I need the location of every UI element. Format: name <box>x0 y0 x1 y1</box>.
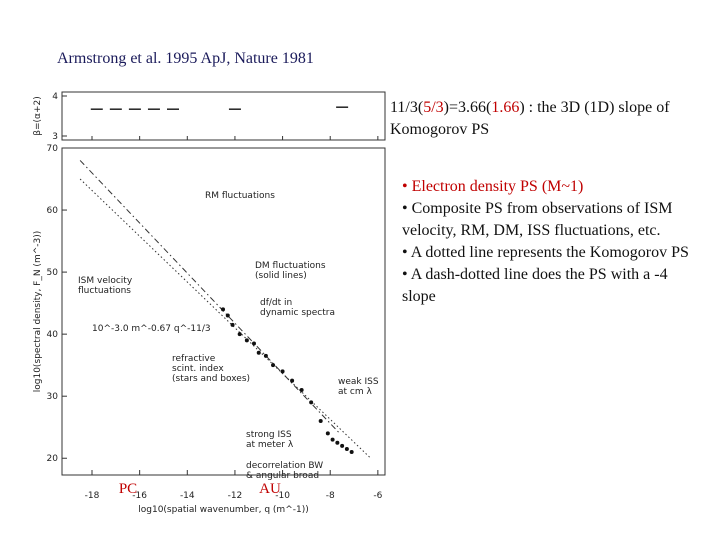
data-point <box>349 450 354 455</box>
annotation: & angular broad <box>246 471 319 481</box>
y-tick-label: 60 <box>47 206 59 216</box>
data-point <box>244 338 249 343</box>
annotation: df/dt in <box>260 298 292 308</box>
y-axis-label: log10(spectral density, F_N (m^-3)) <box>33 231 43 392</box>
data-point <box>230 322 235 327</box>
slope-note: 11/3(5/3)=3.66(1.66) : the 3D (1D) slope… <box>390 97 720 141</box>
annotation: at meter λ <box>246 440 294 450</box>
annotation: weak ISS <box>338 377 379 387</box>
top-y-axis-label: β=(α+2) <box>33 96 43 136</box>
data-point <box>340 443 345 448</box>
y-tick-label: 50 <box>47 268 59 278</box>
annotation: decorrelation BW <box>246 461 323 471</box>
y-tick-label: 40 <box>47 330 59 340</box>
annotation: 10^-3.0 m^-0.67 q^-11/3 <box>92 324 211 334</box>
figure: 20 30 40 50 60 70 3 4 -18 -16 -14 -12 -10 -8 -6 log10(s… <box>33 91 386 515</box>
kolmogorov-line <box>79 178 372 459</box>
data-point <box>299 387 304 392</box>
bullet: • Composite PS from observations of ISM … <box>402 200 673 239</box>
annotation: dynamic spectra <box>260 308 335 318</box>
data-point <box>225 313 230 318</box>
data-point <box>344 446 349 451</box>
x-tick-label: -16 <box>132 491 147 501</box>
annotation: (solid lines) <box>255 271 307 281</box>
bullet: • Electron density PS (M~1) <box>402 178 584 195</box>
plot-frame <box>61 147 386 476</box>
y-tick-label: 30 <box>47 392 59 402</box>
note-part: )=3.66( <box>443 99 492 116</box>
data-point <box>263 353 268 358</box>
data-point <box>237 332 242 337</box>
top-y-tick-label: 4 <box>52 92 58 102</box>
data-point <box>290 378 295 383</box>
note-part: 5/3 <box>423 99 444 116</box>
x-tick-label: -12 <box>228 491 243 501</box>
scale-label: PC <box>119 481 137 497</box>
data-point <box>256 350 261 355</box>
note-part: 1.66 <box>491 99 520 116</box>
data-point <box>251 341 256 346</box>
citation: Armstrong et al. 1995 ApJ, Nature 1981 <box>57 50 314 67</box>
bullets: • Electron density PS (M~1) • Composite … <box>402 176 702 308</box>
annotation: fluctuations <box>78 286 131 296</box>
data-point <box>330 437 335 442</box>
x-tick-label: -8 <box>326 491 335 501</box>
data-point <box>318 419 323 424</box>
x-axis-label: log10(spatial wavenumber, q (m^-1)) <box>138 505 308 515</box>
note-part: 11/3( <box>390 99 424 116</box>
data-point <box>221 307 226 312</box>
slope4-line <box>79 160 341 434</box>
x-tick-label: -10 <box>275 491 290 501</box>
bullet: • A dotted line represents the Komogorov… <box>402 244 689 261</box>
data-point <box>280 369 285 374</box>
data-point <box>335 440 340 445</box>
annotation: ISM velocity <box>78 276 133 286</box>
y-tick-label: 70 <box>47 144 59 154</box>
x-tick-label: -18 <box>85 491 100 501</box>
scale-label: AU <box>259 481 281 497</box>
bullet: • A dash-dotted line does the PS with a … <box>402 266 668 305</box>
annotation: scint. index <box>172 364 224 374</box>
annotation: RM fluctuations <box>205 191 275 201</box>
annotation: (stars and boxes) <box>172 374 250 384</box>
data-point <box>309 400 314 405</box>
data-point <box>271 363 276 368</box>
annotation: refractive <box>172 354 216 364</box>
note-part: ) : the 3D (1D) slope of Komogorov PS <box>390 99 670 138</box>
x-tick-label: -14 <box>180 491 195 501</box>
annotation: DM fluctuations <box>255 261 326 271</box>
top-frame <box>61 91 386 141</box>
y-tick-label: 20 <box>47 454 59 464</box>
top-y-tick-label: 3 <box>52 132 58 142</box>
data-point <box>325 431 330 436</box>
annotation: strong ISS <box>246 430 292 440</box>
annotation: at cm λ <box>338 387 372 397</box>
x-tick-label: -6 <box>373 491 382 501</box>
